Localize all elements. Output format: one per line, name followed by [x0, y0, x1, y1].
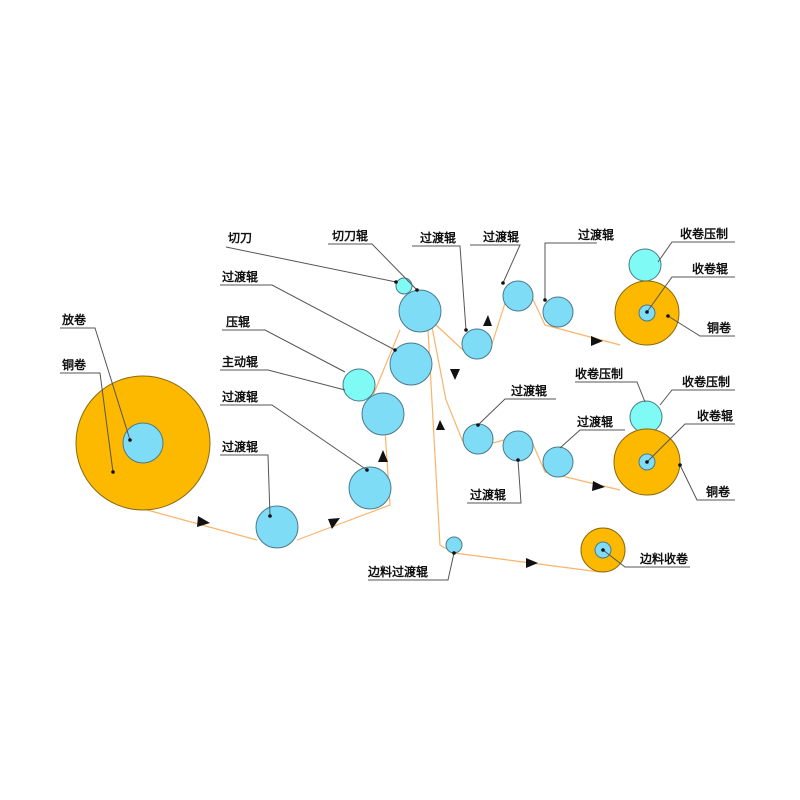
leader-dots: [111, 280, 682, 555]
direction-arrows: [197, 315, 605, 568]
arrow-icon: [592, 481, 605, 491]
label-press-roller: 压辊: [226, 314, 250, 329]
arrow-icon: [450, 369, 460, 380]
label-cutter: 切刀: [228, 231, 252, 245]
drive-roller: [361, 392, 405, 436]
label-cutter-roller: 切刀辊: [332, 228, 368, 243]
label-rewind-press: 收卷压制: [575, 366, 623, 381]
rewind-press-roller: [628, 248, 662, 282]
label-rewind-press: 收卷压制: [682, 374, 730, 389]
label-transfer-roller: 过渡辊: [511, 383, 547, 398]
rewind-press-roller: [629, 400, 663, 434]
transfer-roller: [502, 280, 534, 312]
transfer-roller: [462, 423, 494, 455]
label-edge-transfer-roller: 边料过渡辊: [367, 564, 428, 579]
unwind-coil: [75, 375, 211, 511]
transfer-roller: [502, 430, 534, 462]
transfer-roller: [461, 328, 493, 360]
label-transfer-roller: 过渡辊: [483, 229, 519, 244]
transfer-roller: [542, 446, 574, 478]
label-transfer-roller: 过渡辊: [470, 487, 506, 502]
label-rewind-roller: 收卷辊: [697, 408, 733, 423]
arrow-icon: [197, 516, 210, 527]
label-drive-roller: 主动辊: [222, 354, 258, 369]
label-rewind-coil: 铜卷: [707, 320, 732, 335]
label-transfer-roller: 过渡辊: [420, 230, 456, 245]
label-transfer-roller: 过渡辊: [222, 439, 258, 454]
transfer-roller: [255, 505, 299, 549]
arrow-icon: [436, 420, 445, 430]
label-transfer-roller: 过渡辊: [578, 227, 614, 242]
label-rewind-coil: 铜卷: [706, 484, 731, 499]
transfer-roller: [542, 296, 574, 328]
label-rewind-press: 收卷压制: [680, 226, 728, 241]
label-transfer-roller: 过渡辊: [577, 414, 613, 429]
arrow-icon: [526, 558, 538, 568]
label-unwind: 放卷: [61, 312, 87, 327]
leader-lines: [60, 241, 735, 581]
transfer-roller: [389, 342, 433, 386]
arrow-icon: [378, 450, 388, 462]
cutter-roller: [398, 289, 442, 333]
transfer-roller: [348, 466, 392, 510]
arrow-icon: [328, 518, 340, 529]
arrow-icon: [591, 336, 603, 346]
label-rewind-roller: 收卷辊: [692, 261, 728, 276]
press-roller: [342, 368, 376, 402]
label-edge-rewind: 边料收卷: [639, 551, 689, 566]
label-transfer-roller: 过渡辊: [222, 389, 258, 404]
cutter: [395, 277, 413, 295]
edge-transfer-roller: [445, 536, 463, 554]
label-unwind-coil: 铜卷: [62, 357, 87, 372]
label-transfer-roller: 过渡辊: [222, 269, 258, 284]
arrow-icon: [483, 315, 492, 326]
